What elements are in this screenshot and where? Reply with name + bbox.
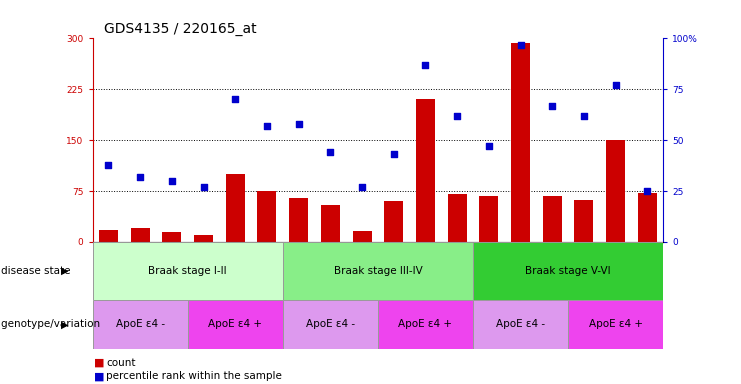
Bar (378, 300, 473, 349)
Bar (574, 200, 594, 242)
Text: ApoE ε4 -: ApoE ε4 - (306, 319, 355, 329)
Point (102, 162, 114, 168)
Bar (194, 235, 213, 242)
Text: ■: ■ (94, 371, 108, 381)
Bar (93, 242, 283, 300)
Bar (321, 205, 340, 242)
Point (642, 188, 654, 194)
Text: Braak stage III-IV: Braak stage III-IV (333, 266, 422, 276)
Bar (130, 228, 150, 242)
Bar (385, 201, 403, 242)
Bar (283, 300, 378, 349)
Bar (542, 196, 562, 242)
Point (546, 103, 558, 109)
Point (134, 174, 146, 180)
Bar (257, 191, 276, 242)
Bar (606, 140, 625, 242)
Bar (226, 174, 245, 242)
Bar (473, 242, 663, 300)
Text: disease state: disease state (1, 266, 74, 276)
Point (261, 123, 273, 129)
Point (483, 143, 495, 149)
Text: genotype/variation: genotype/variation (1, 319, 104, 329)
Point (578, 113, 590, 119)
Point (419, 62, 431, 68)
Point (293, 121, 305, 127)
Text: ▶: ▶ (62, 266, 69, 276)
Bar (93, 300, 187, 349)
Text: ApoE ε4 -: ApoE ε4 - (496, 319, 545, 329)
Bar (283, 242, 473, 300)
Point (388, 151, 399, 157)
Text: ApoE ε4 +: ApoE ε4 + (588, 319, 642, 329)
Point (451, 113, 463, 119)
Bar (448, 194, 467, 242)
Point (514, 41, 526, 48)
Text: ■: ■ (94, 358, 108, 368)
Text: Braak stage V-VI: Braak stage V-VI (525, 266, 611, 276)
Bar (353, 231, 371, 242)
Bar (473, 300, 568, 349)
Point (229, 96, 241, 103)
Bar (511, 43, 530, 242)
Bar (187, 300, 283, 349)
Text: ApoE ε4 +: ApoE ε4 + (208, 319, 262, 329)
Bar (638, 193, 657, 242)
Text: GDS4135 / 220165_at: GDS4135 / 220165_at (104, 22, 256, 36)
Bar (289, 198, 308, 242)
Text: ApoE ε4 +: ApoE ε4 + (399, 319, 453, 329)
Point (356, 184, 368, 190)
Text: ▶: ▶ (62, 319, 69, 329)
Bar (568, 300, 663, 349)
Bar (99, 230, 118, 242)
Point (610, 82, 622, 88)
Bar (479, 196, 499, 242)
Point (166, 178, 178, 184)
Text: ApoE ε4 -: ApoE ε4 - (116, 319, 165, 329)
Bar (416, 99, 435, 242)
Point (198, 184, 210, 190)
Text: percentile rank within the sample: percentile rank within the sample (106, 371, 282, 381)
Bar (162, 232, 182, 242)
Point (325, 149, 336, 156)
Text: Braak stage I-II: Braak stage I-II (148, 266, 227, 276)
Text: count: count (106, 358, 136, 368)
